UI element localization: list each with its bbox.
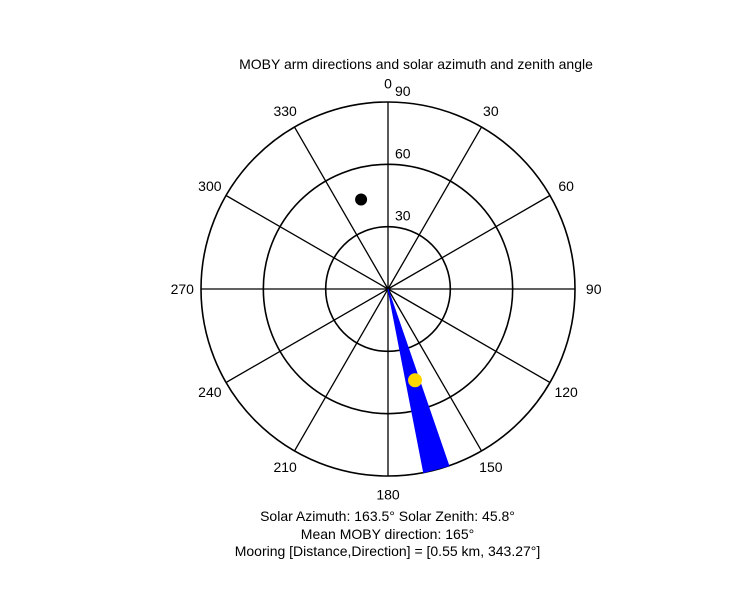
chart-title: MOBY arm directions and solar azimuth an… <box>239 56 593 72</box>
spoke-240 <box>225 288 389 384</box>
mooring-marker <box>355 193 368 206</box>
angle-label-180: 180 <box>376 487 400 503</box>
radial-label-90: 90 <box>395 83 411 99</box>
polar-marks <box>355 193 450 474</box>
angle-label-60: 60 <box>558 178 574 194</box>
spoke-150 <box>387 288 483 452</box>
angle-label-0: 0 <box>384 75 392 91</box>
radial-label-60: 60 <box>395 145 411 161</box>
angle-label-270: 270 <box>171 281 195 297</box>
spoke-210 <box>293 288 389 452</box>
moby-direction-caption: Mean MOBY direction: 165° <box>300 526 475 542</box>
angle-label-210: 210 <box>273 459 297 475</box>
spoke-120 <box>387 288 551 384</box>
solar-caption: Solar Azimuth: 163.5° Solar Zenith: 45.8… <box>260 508 515 524</box>
polar-labels: 0 30 60 90 120 150 180 210 240 270 300 330 30 60 90 <box>171 75 602 502</box>
spoke-330 <box>293 126 389 290</box>
spoke-60 <box>387 194 551 290</box>
angle-label-150: 150 <box>479 459 503 475</box>
angle-label-90: 90 <box>586 281 602 297</box>
angle-label-240: 240 <box>198 384 222 400</box>
radial-label-30: 30 <box>395 208 411 224</box>
sun-marker <box>408 373 423 388</box>
spoke-30 <box>387 126 483 290</box>
angle-label-120: 120 <box>554 384 578 400</box>
angle-label-300: 300 <box>198 178 222 194</box>
angle-label-30: 30 <box>483 103 499 119</box>
spoke-300 <box>225 194 389 290</box>
mooring-caption: Mooring [Distance,Direction] = [0.55 km,… <box>234 543 541 559</box>
angle-label-330: 330 <box>273 103 297 119</box>
polar-grid <box>200 101 576 477</box>
